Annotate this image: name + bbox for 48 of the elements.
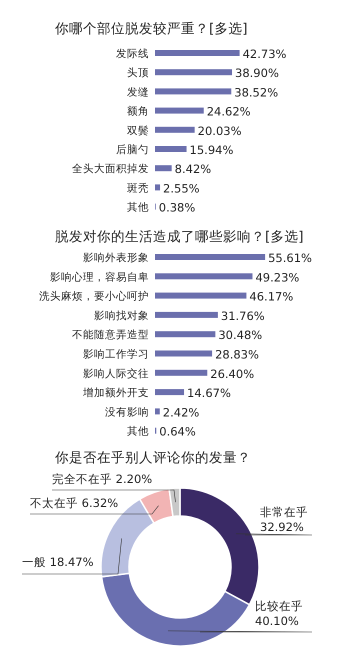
data-label: 24.62% — [206, 104, 251, 119]
data-label: 55.61% — [268, 251, 312, 265]
y-tick-label: 后脑勺 — [116, 143, 149, 156]
y-tick-label: 没有影响 — [105, 406, 149, 418]
y-tick-label: 其他 — [127, 424, 149, 438]
data-label: 40.10% — [255, 614, 299, 628]
y-tick-label: 斑秃 — [127, 181, 149, 194]
y-tick-label: 双鬓 — [127, 124, 149, 137]
data-label: 38.52% — [234, 85, 278, 100]
data-label: 31.76% — [220, 308, 265, 323]
data-label: 20.03% — [198, 124, 242, 138]
slice-label: 非常在乎 — [260, 505, 308, 519]
y-tick-label: 发缝 — [127, 86, 149, 98]
data-label: 32.92% — [260, 520, 304, 534]
data-label: 0.38% — [158, 200, 196, 215]
y-tick-label: 影响找对象 — [94, 308, 149, 322]
data-label: 2.55% — [163, 181, 200, 196]
y-tick-label: 其他 — [127, 200, 149, 214]
slice-label: 完全不在乎 2.20% — [52, 472, 152, 486]
slice-label: 一般 18.47% — [22, 555, 94, 569]
y-tick-label: 增加额外开支 — [82, 386, 149, 400]
title: 你哪个部位脱发较严重？[多选] — [55, 21, 248, 37]
data-label: 46.17% — [249, 290, 294, 304]
data-label: 38.90% — [235, 66, 279, 80]
data-label: 28.83% — [215, 348, 260, 362]
y-tick-label: 影响工作学习 — [83, 348, 149, 360]
chart-title: 你是否在乎别人评论你的发量？ — [54, 450, 251, 466]
data-label: 15.94% — [190, 143, 234, 157]
data-label: 42.73% — [242, 47, 287, 61]
y-tick-label: 额角 — [127, 104, 149, 118]
data-label: 8.42% — [174, 162, 212, 176]
data-label: 2.42% — [162, 405, 200, 420]
data-label: 0.64% — [159, 424, 196, 439]
data-label: 14.67% — [187, 386, 231, 400]
title: 脱发对你的生活造成了哪些影响？[多选] — [55, 229, 304, 245]
data-label: 30.48% — [218, 328, 262, 342]
data-label: 49.23% — [255, 270, 300, 284]
y-tick-label: 头顶 — [127, 66, 149, 80]
slice-label: 比较在乎 — [255, 599, 303, 613]
y-tick-label: 影响心理，容易自卑 — [50, 270, 149, 284]
y-tick-label: 全头大面积掉发 — [72, 162, 149, 176]
y-tick-label: 发际线 — [116, 47, 149, 60]
y-tick-label: 影响外表形象 — [83, 251, 149, 264]
slice-label: 不太在乎 6.32% — [30, 496, 118, 510]
y-tick-label: 影响人际交往 — [83, 366, 149, 380]
y-tick-label: 洗头麻烦，要小心呵护 — [39, 290, 149, 303]
y-tick-label: 不能随意弄造型 — [72, 328, 149, 342]
data-label: 26.40% — [210, 366, 254, 381]
